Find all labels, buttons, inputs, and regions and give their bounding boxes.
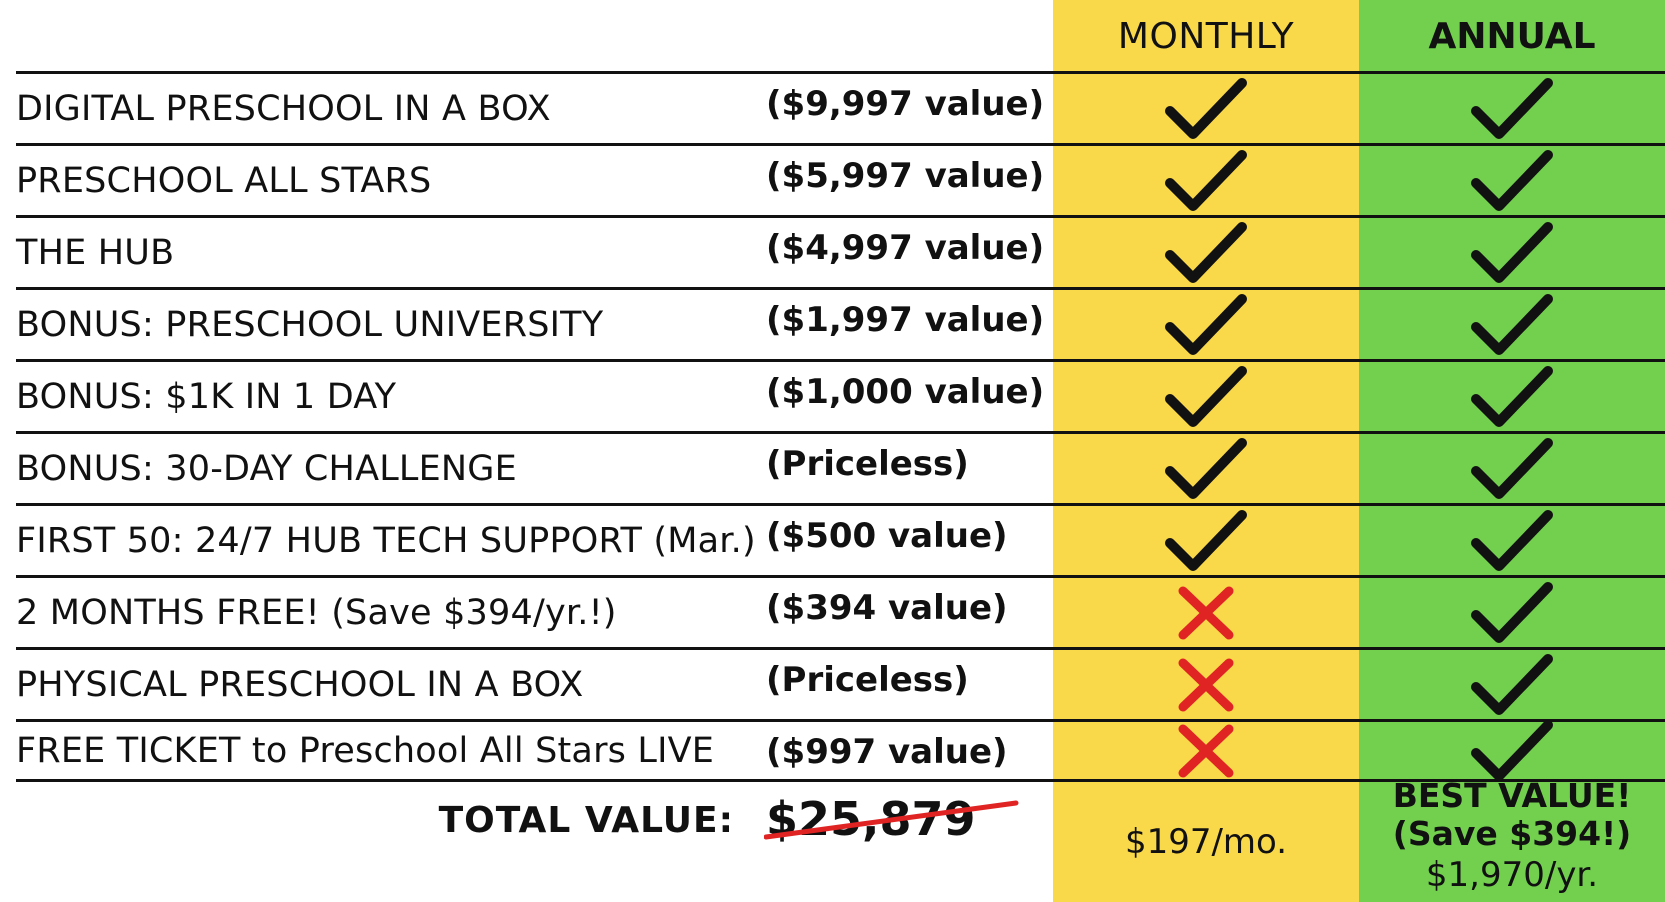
- table-row: BONUS: $1K IN 1 DAY ($1,000 value): [0, 362, 1665, 431]
- table-row: PHYSICAL PRESCHOOL IN A BOX (Priceless): [0, 650, 1665, 719]
- table-row: 2 MONTHS FREE! (Save $394/yr.!) ($394 val…: [0, 578, 1665, 647]
- checkmark-icon: [1359, 290, 1665, 359]
- checkmark-icon: [1053, 362, 1359, 431]
- checkmark-icon: [1359, 434, 1665, 503]
- table-row: BONUS: 30-DAY CHALLENGE (Priceless): [0, 434, 1665, 503]
- checkmark-icon: [1359, 506, 1665, 575]
- annual-price: $1,970/yr.: [1425, 855, 1599, 895]
- best-value-label: BEST VALUE!: [1392, 776, 1632, 815]
- table-row: DIGITAL PRESCHOOL IN A BOX ($9,997 value): [0, 74, 1665, 143]
- row-divider: [16, 779, 1665, 782]
- annual-savings-label: (Save $394!): [1392, 814, 1632, 853]
- strikethrough-line: [764, 800, 1019, 840]
- checkmark-icon: [1359, 719, 1665, 781]
- table-row: THE HUB ($4,997 value): [0, 218, 1665, 287]
- feature-name: BONUS: PRESCHOOL UNIVERSITY: [16, 304, 604, 345]
- feature-value: ($394 value): [766, 588, 1008, 628]
- checkmark-icon: [1359, 74, 1665, 143]
- table-row: BONUS: PRESCHOOL UNIVERSITY ($1,997 value…: [0, 290, 1665, 359]
- row-divider: [16, 719, 1665, 722]
- feature-value: ($500 value): [766, 516, 1008, 556]
- cross-icon: [1053, 650, 1359, 719]
- annual-column-background: [1359, 0, 1665, 902]
- feature-name: PRESCHOOL ALL STARS: [16, 160, 432, 201]
- feature-value: ($1,000 value): [766, 372, 1045, 412]
- checkmark-icon: [1359, 362, 1665, 431]
- checkmark-icon: [1359, 218, 1665, 287]
- checkmark-icon: [1053, 506, 1359, 575]
- monthly-price: $197/mo.: [1124, 822, 1288, 862]
- checkmark-icon: [1053, 434, 1359, 503]
- feature-value: ($5,997 value): [766, 156, 1045, 196]
- total-value-amount: $25,879: [766, 792, 976, 846]
- monthly-header: MONTHLY: [1117, 15, 1295, 57]
- feature-name: FREE TICKET to Preschool All Stars LIVE: [16, 730, 715, 771]
- row-divider: [16, 143, 1665, 146]
- feature-name: BONUS: 30-DAY CHALLENGE: [16, 448, 517, 489]
- cross-icon: [1053, 578, 1359, 647]
- checkmark-icon: [1053, 218, 1359, 287]
- feature-value: ($4,997 value): [766, 228, 1045, 268]
- checkmark-icon: [1053, 146, 1359, 215]
- feature-name: PHYSICAL PRESCHOOL IN A BOX: [16, 664, 584, 705]
- row-divider: [16, 647, 1665, 650]
- feature-name: DIGITAL PRESCHOOL IN A BOX: [16, 88, 551, 129]
- checkmark-icon: [1053, 74, 1359, 143]
- row-divider: [16, 575, 1665, 578]
- checkmark-icon: [1359, 578, 1665, 647]
- table-row: FREE TICKET to Preschool All Stars LIVE (…: [0, 719, 1665, 781]
- feature-name: FIRST 50: 24/7 HUB TECH SUPPORT (Mar.): [16, 520, 756, 561]
- annual-best-value: BEST VALUE! (Save $394!): [1359, 777, 1665, 853]
- row-divider: [16, 287, 1665, 290]
- row-divider: [16, 215, 1665, 218]
- table-row: PRESCHOOL ALL STARS ($5,997 value): [0, 146, 1665, 215]
- annual-header: ANNUAL: [1428, 15, 1596, 57]
- feature-value: (Priceless): [766, 660, 969, 700]
- feature-name: THE HUB: [16, 232, 175, 273]
- feature-value: ($997 value): [766, 732, 1008, 772]
- checkmark-icon: [1359, 650, 1665, 719]
- feature-name: 2 MONTHS FREE! (Save $394/yr.!): [16, 592, 617, 633]
- row-divider: [16, 431, 1665, 434]
- row-divider: [16, 71, 1665, 74]
- feature-value: (Priceless): [766, 444, 969, 484]
- cross-icon: [1053, 722, 1359, 779]
- feature-value: ($1,997 value): [766, 300, 1045, 340]
- feature-value: ($9,997 value): [766, 84, 1045, 124]
- table-row: FIRST 50: 24/7 HUB TECH SUPPORT (Mar.) ($…: [0, 506, 1665, 575]
- checkmark-icon: [1053, 290, 1359, 359]
- feature-name: BONUS: $1K IN 1 DAY: [16, 376, 397, 417]
- row-divider: [16, 503, 1665, 506]
- row-divider: [16, 359, 1665, 362]
- total-value-label: TOTAL VALUE:: [438, 800, 734, 841]
- checkmark-icon: [1359, 146, 1665, 215]
